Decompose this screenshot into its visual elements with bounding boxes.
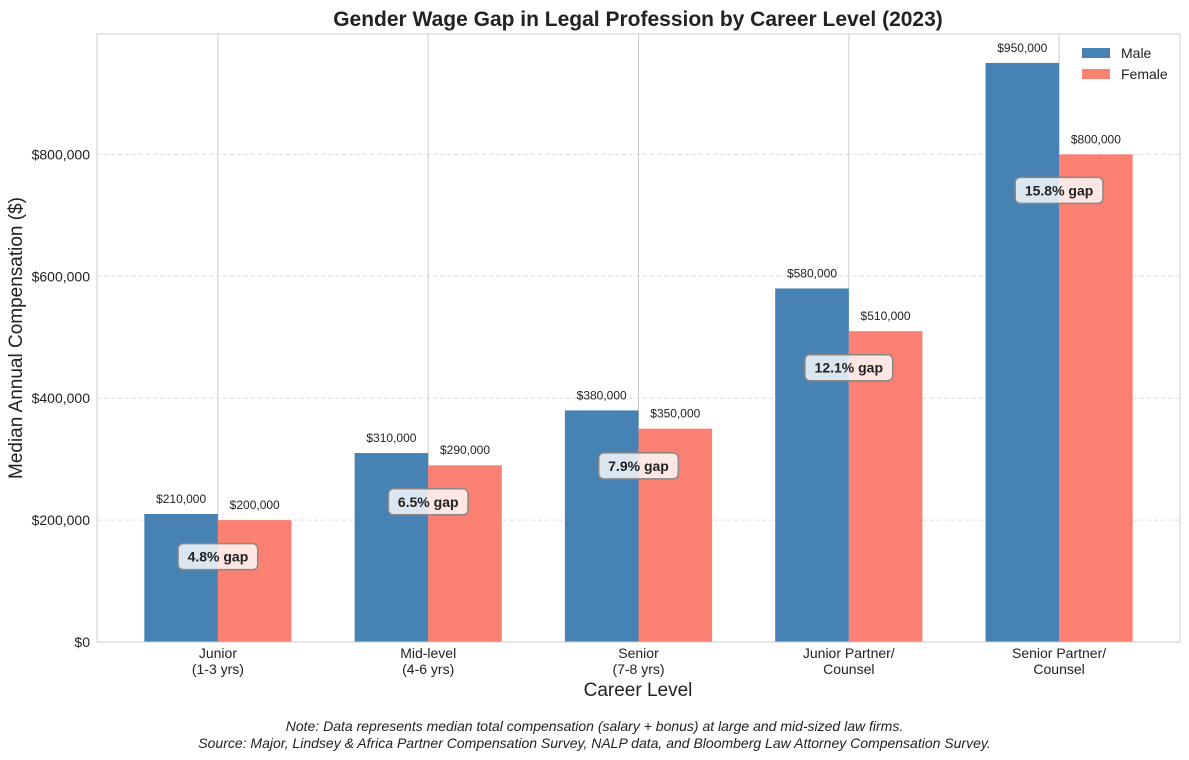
x-tick-label: Junior Partner/ (803, 645, 895, 661)
data-label: $310,000 (366, 431, 416, 445)
y-tick-label: $600,000 (32, 268, 91, 284)
x-tick-label: (1-3 yrs) (192, 661, 244, 677)
x-tick-label: Counsel (823, 661, 874, 677)
bar-male (985, 62, 1060, 642)
bar-female (848, 331, 923, 642)
x-tick-label: Senior (618, 645, 659, 661)
data-label: $950,000 (997, 41, 1047, 55)
x-tick-label: Senior Partner/ (1012, 645, 1106, 661)
gap-annotation-box (1014, 176, 1104, 205)
data-label: $580,000 (787, 266, 837, 280)
bar-chart: Gender Wage Gap in Legal Profession by C… (6, 8, 1181, 701)
x-tick-label: Mid-level (400, 645, 456, 661)
data-label: $380,000 (577, 388, 627, 402)
bar-female (217, 520, 292, 642)
legend-label-female: Female (1121, 66, 1168, 82)
bar-male (144, 514, 218, 642)
y-axis-label: Median Annual Compensation ($) (6, 197, 27, 479)
gap-annotation: 7.9% gap (608, 458, 669, 474)
legend-swatch-male (1082, 48, 1110, 58)
bar-male (354, 453, 429, 642)
y-tick-label: $200,000 (32, 512, 91, 528)
y-tick-label: $400,000 (32, 390, 91, 406)
x-axis-label: Career Level (584, 680, 693, 701)
gap-annotation-box (597, 452, 680, 480)
legend-label-male: Male (1121, 45, 1152, 61)
y-tick-label: $0 (74, 634, 90, 650)
data-label: $510,000 (861, 309, 911, 323)
x-tick-label: Junior (199, 645, 237, 661)
data-label: $200,000 (230, 498, 280, 512)
bar-male (775, 288, 849, 642)
data-label: $210,000 (156, 492, 206, 506)
y-tick-label: $800,000 (32, 146, 91, 162)
note-text: Note: Data represents median total compe… (285, 718, 904, 734)
x-tick-label: (4-6 yrs) (402, 661, 454, 677)
plot-frame (96, 33, 1181, 643)
gap-annotation: 12.1% gap (815, 360, 883, 376)
data-label: $350,000 (650, 407, 700, 421)
gap-annotation-box (387, 488, 469, 516)
legend-swatch-female (1082, 69, 1110, 79)
bar-male (564, 410, 639, 642)
x-tick-label: (7-8 yrs) (612, 661, 664, 677)
source-text: Source: Major, Lindsey & Africa Partner … (198, 735, 991, 751)
gap-annotation: 15.8% gap (1025, 182, 1093, 198)
gap-annotation: 6.5% gap (398, 494, 459, 510)
gap-annotation-box (177, 542, 259, 571)
bar-female (1059, 154, 1133, 642)
data-label: $290,000 (440, 443, 490, 457)
gap-annotation: 4.8% gap (188, 549, 249, 565)
chart-title: Gender Wage Gap in Legal Profession by C… (333, 8, 943, 31)
gap-annotation-box (804, 353, 894, 382)
x-tick-label: Counsel (1033, 661, 1084, 677)
data-label: $800,000 (1071, 132, 1121, 146)
